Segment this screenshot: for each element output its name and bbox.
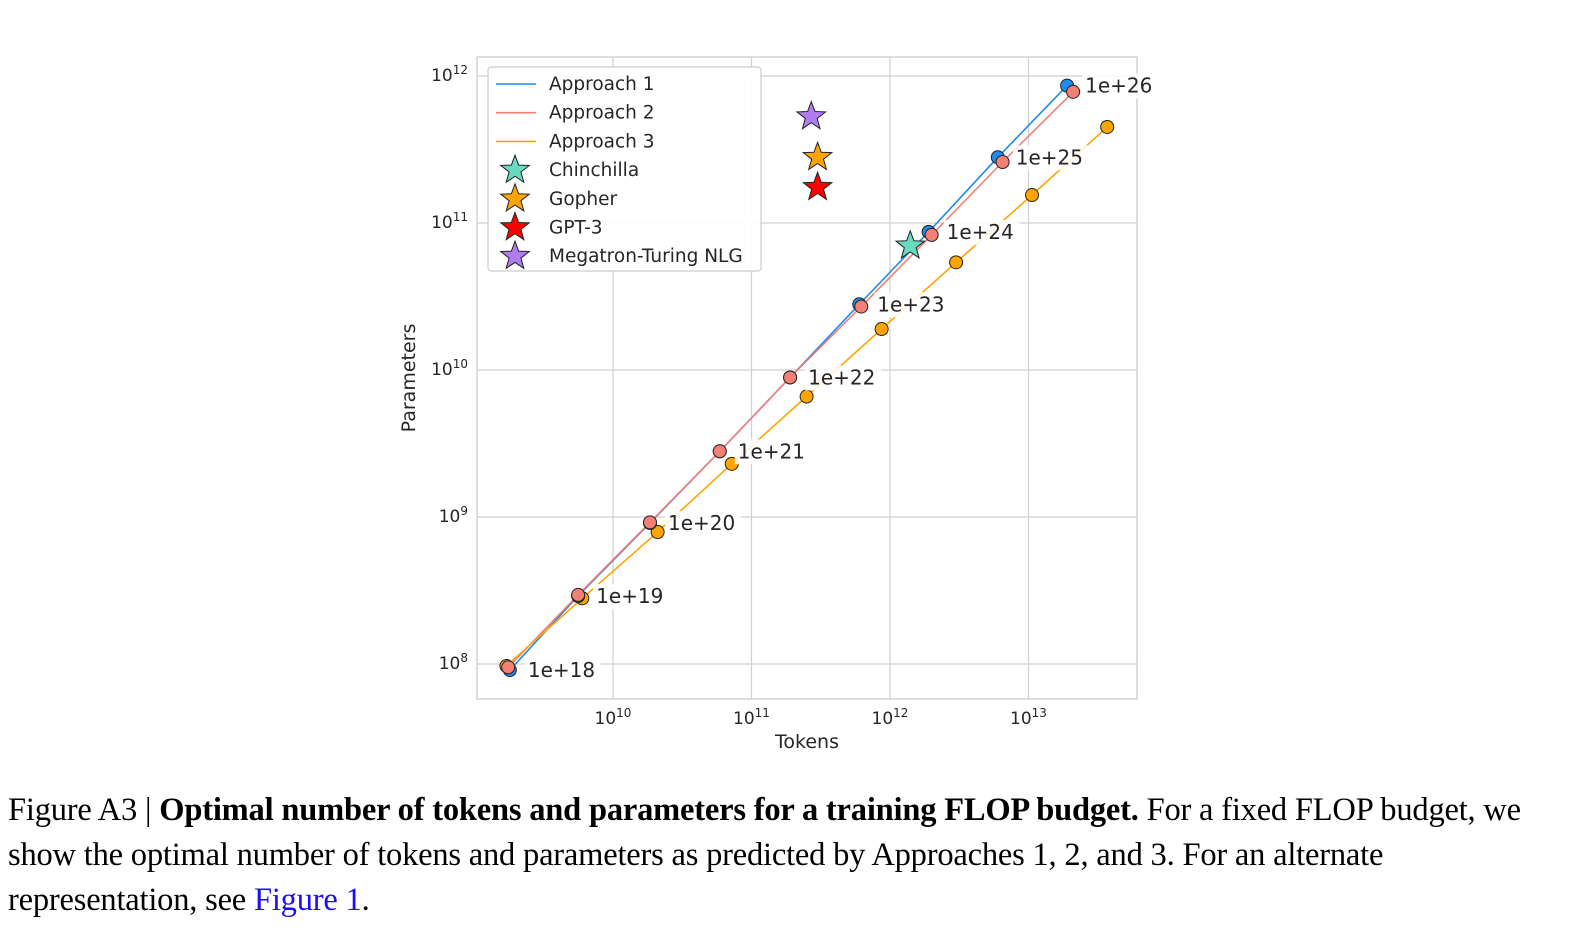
legend-box xyxy=(487,66,762,272)
data-point-approach-2 xyxy=(783,370,798,385)
y-tick-label: 109 xyxy=(439,504,468,527)
legend-star-icon xyxy=(499,239,531,270)
caption-body: For a fixed FLOP budget, we show the opt… xyxy=(8,792,1521,918)
figure-caption: Figure A3 | Optimal number of tokens and… xyxy=(8,788,1568,923)
flop-label-bg xyxy=(805,365,882,391)
flop-label-bg xyxy=(1012,145,1089,171)
flop-label-bg xyxy=(593,584,670,610)
flop-label: 1e+26 xyxy=(1085,74,1152,98)
legend-label: Approach 2 xyxy=(549,103,655,124)
flop-label: 1e+20 xyxy=(668,511,735,535)
y-tick-label: 108 xyxy=(439,651,468,674)
flop-label: 1e+19 xyxy=(596,584,663,608)
flop-label-bg xyxy=(1082,73,1159,99)
chart: 1010 1011 1012 1013 108 109 1010 1011 1012 1e+18… xyxy=(398,56,1159,753)
flop-annotations: 1e+18 1e+19 1e+20 1e+21 1e+22 1e+23 1e+24 1e+25… xyxy=(524,73,1159,684)
legend-star-icon xyxy=(499,153,531,184)
axis-ticks: 1010 1011 1012 1013 108 109 1010 1011 1012 xyxy=(431,63,1047,729)
data-point-approach-2 xyxy=(571,587,586,602)
y-axis-title: Parameters xyxy=(398,324,420,433)
legend-label: Approach 1 xyxy=(549,74,655,95)
model-star-megatron-turing-nlg xyxy=(795,100,827,130)
flop-label: 1e+23 xyxy=(877,292,944,316)
legend-label: Megatron-Turing NLG xyxy=(549,246,743,267)
data-point-approach-3 xyxy=(1100,119,1115,134)
legend-label: Approach 3 xyxy=(549,131,655,152)
x-tick-label: 1010 xyxy=(595,706,632,729)
y-tick-label: 1012 xyxy=(431,63,468,86)
flop-label-bg xyxy=(734,439,811,465)
y-tick-label: 1010 xyxy=(431,357,468,380)
data-point-approach-2 xyxy=(1066,84,1081,99)
flop-label-bg xyxy=(665,511,742,537)
data-point-approach-2 xyxy=(854,299,869,314)
flop-label: 1e+25 xyxy=(1016,145,1083,169)
flop-label: 1e+21 xyxy=(738,439,805,463)
data-point-approach-2 xyxy=(501,660,516,675)
caption-title: Optimal number of tokens and parameters … xyxy=(159,792,1139,828)
data-point-approach-3 xyxy=(949,255,964,270)
data-point-approach-2 xyxy=(995,154,1010,169)
x-tick-label: 1013 xyxy=(1010,706,1047,729)
y-tick-label: 1011 xyxy=(431,210,468,233)
model-star-gopher xyxy=(801,140,834,171)
model-star-chinchilla xyxy=(894,229,926,260)
data-point-approach-2 xyxy=(643,515,658,530)
flop-label: 1e+22 xyxy=(808,365,875,389)
model-star-gpt-3 xyxy=(801,170,834,201)
flop-label-bg xyxy=(943,219,1020,245)
flop-label: 1e+24 xyxy=(947,220,1014,244)
legend-label: GPT-3 xyxy=(549,218,603,239)
flop-label: 1e+18 xyxy=(528,658,595,682)
plot-frame xyxy=(476,56,1138,700)
data-point-approach-3 xyxy=(799,389,814,404)
data-point-approach-2 xyxy=(924,227,939,242)
x-axis-title: Tokens xyxy=(774,731,839,753)
data-point-approach-2 xyxy=(712,444,727,459)
caption-prefix: Figure A3 | xyxy=(8,792,160,828)
data-point-approach-3 xyxy=(650,525,665,540)
data-point-approach-3 xyxy=(874,322,889,337)
legend-label: Chinchilla xyxy=(549,160,639,181)
data-point-approach-3 xyxy=(1025,188,1040,203)
x-tick-label: 1011 xyxy=(733,706,770,729)
model-stars xyxy=(795,100,926,260)
figure-1-link[interactable]: Figure 1 xyxy=(253,882,362,918)
caption-suffix: . xyxy=(361,882,370,918)
flop-label-bg xyxy=(524,658,601,684)
legend: Approach 1 Approach 2 Approach 3 Chinchilla… xyxy=(487,66,762,272)
legend-star-icon xyxy=(499,182,531,213)
legend-label: Gopher xyxy=(549,189,618,210)
x-tick-label: 1012 xyxy=(872,706,909,729)
flop-label-bg xyxy=(874,292,951,318)
legend-star-icon xyxy=(499,211,531,241)
